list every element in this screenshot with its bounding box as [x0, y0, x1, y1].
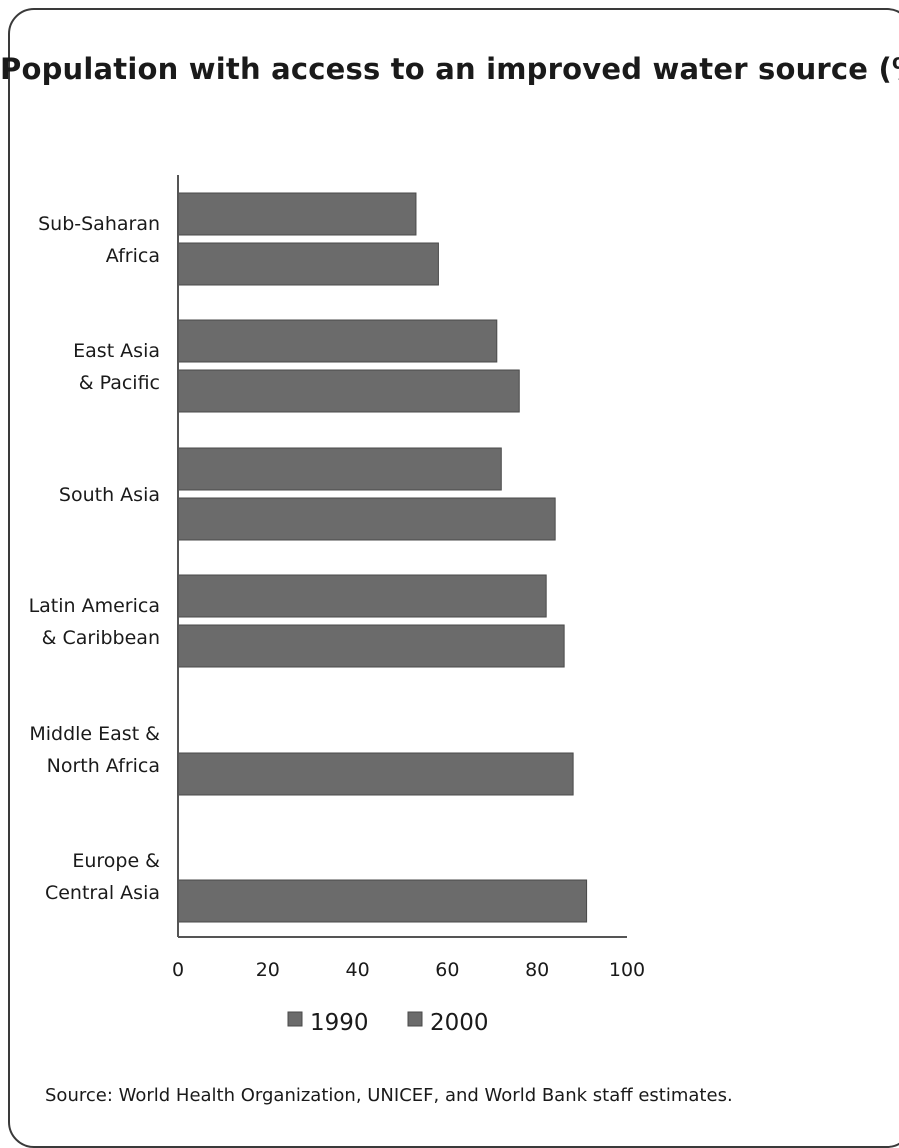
legend-label-1990: 1990	[310, 1010, 369, 1036]
legend: 1990 2000	[287, 1010, 489, 1036]
x-tick-label-0: 0	[172, 959, 184, 981]
bars-group	[177, 192, 588, 923]
x-tick-label-100: 100	[609, 959, 645, 981]
bar-latin-america-and-caribbean-2000	[177, 624, 565, 668]
axes-group	[177, 175, 627, 938]
bar-south-asia-2000	[177, 497, 556, 541]
legend-label-2000: 2000	[430, 1010, 489, 1036]
category-label-east-asia-and-pacific: East Asia & Pacific	[73, 340, 160, 394]
legend-swatch-2000	[407, 1011, 423, 1027]
category-label-europe-and-central-asia: Europe & Central Asia	[45, 850, 160, 904]
source-note: Source: World Health Organization, UNICE…	[45, 1085, 733, 1106]
legend-swatch-1990	[287, 1011, 303, 1027]
bar-europe-and-central-asia-2000	[177, 879, 588, 923]
x-tick-label-80: 80	[525, 959, 549, 981]
category-label-sub-saharan-africa: Sub-Saharan Africa	[38, 213, 160, 267]
category-label-south-asia: South Asia	[59, 484, 160, 506]
bar-sub-saharan-africa-1990	[177, 192, 417, 236]
bar-east-asia-and-pacific-1990	[177, 319, 498, 363]
bar-middle-east-and-north-africa-2000	[177, 752, 574, 796]
x-tick-label-20: 20	[256, 959, 280, 981]
x-tick-label-40: 40	[346, 959, 370, 981]
x-tick-labels: 0 20 40 60 80 100	[172, 959, 645, 981]
x-tick-label-60: 60	[435, 959, 459, 981]
bar-south-asia-1990	[177, 447, 502, 491]
bar-sub-saharan-africa-2000	[177, 242, 439, 286]
bar-east-asia-and-pacific-2000	[177, 369, 520, 413]
category-labels: Sub-Saharan Africa East Asia & Pacific South…	[29, 213, 161, 904]
category-label-latin-america-and-caribbean: Latin America & Caribbean	[29, 595, 160, 649]
chart-title: Population with access to an improved wa…	[0, 52, 899, 86]
bar-latin-america-and-caribbean-1990	[177, 574, 547, 618]
category-label-middle-east-and-north-africa: Middle East & North Africa	[29, 723, 160, 777]
